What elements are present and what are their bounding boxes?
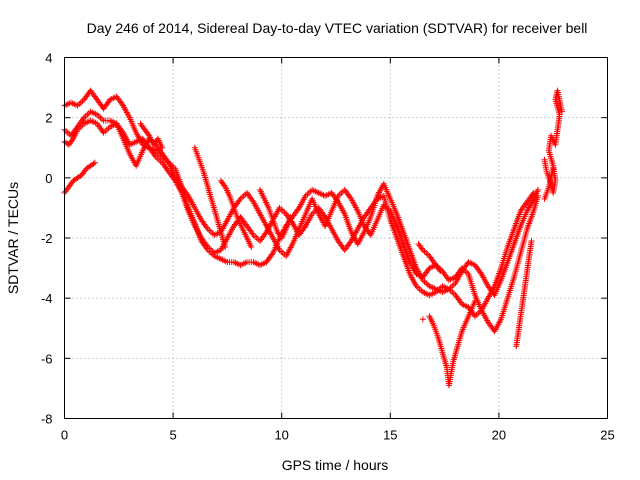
y-tick-label: -6: [41, 351, 53, 366]
data-point: [550, 165, 557, 172]
data-point: [437, 268, 444, 275]
series-track-7: [217, 177, 255, 251]
series-track-2: [61, 108, 541, 335]
axis-ticks: [64, 57, 608, 419]
series-track-4: [61, 159, 98, 196]
series-track-13: [541, 87, 565, 196]
x-tick-label: 0: [61, 428, 68, 443]
data-point: [558, 108, 565, 115]
data-point: [91, 159, 98, 166]
data-point: [159, 144, 166, 151]
y-axis-label: SDTVAR / TECUs: [5, 182, 21, 294]
data-point: [77, 172, 84, 179]
series-track-11: [415, 241, 444, 275]
y-tick-label: 0: [45, 171, 52, 186]
series-track-5: [137, 120, 166, 151]
x-tick-label: 15: [383, 428, 397, 443]
data-point: [472, 298, 479, 305]
x-tick-label: 5: [169, 428, 176, 443]
data-point: [90, 160, 97, 167]
y-tick-label: -4: [41, 291, 53, 306]
chart-title: Day 246 of 2014, Sidereal Day-to-day VTE…: [87, 20, 588, 36]
data-point: [530, 189, 537, 196]
data-point: [534, 192, 541, 199]
series-track-9: [419, 316, 426, 323]
data-point: [287, 213, 294, 220]
x-tick-label: 20: [492, 428, 506, 443]
series-track-12: [513, 238, 535, 350]
series-track-6: [191, 144, 229, 251]
y-tick-label: 2: [45, 111, 52, 126]
x-tick-label: 10: [274, 428, 288, 443]
y-tick-label: -8: [41, 412, 53, 427]
y-tick-label: 4: [45, 51, 52, 66]
y-tick-label: -2: [41, 231, 53, 246]
series-track-10: [426, 298, 479, 389]
x-tick-label: 25: [600, 428, 614, 443]
series-track-3: [61, 117, 537, 320]
data-point: [222, 244, 229, 251]
series-track-8: [256, 186, 294, 241]
data-point: [534, 186, 541, 193]
data-point: [419, 316, 426, 323]
tick-labels: 0 5 10 15 20 25 -8 -6 -4 -2 0 2 4: [41, 51, 615, 443]
data-point: [513, 343, 520, 350]
x-axis-label: GPS time / hours: [282, 457, 389, 473]
data-point: [248, 244, 255, 251]
data-point: [64, 140, 71, 147]
series-track-14: [541, 165, 557, 202]
data-points: [61, 87, 565, 389]
